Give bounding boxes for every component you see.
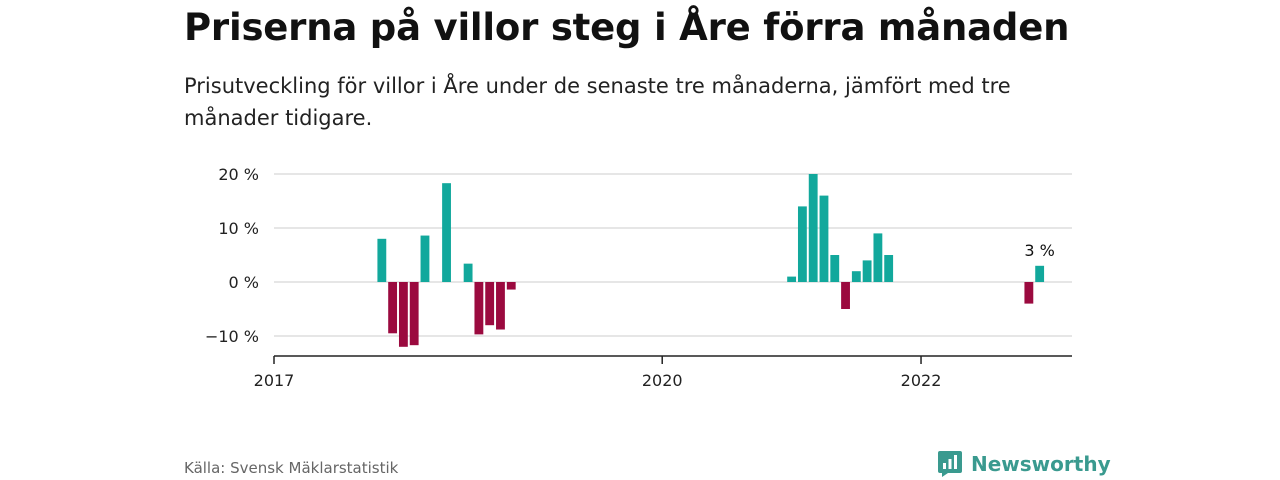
bar	[388, 282, 398, 334]
bar	[442, 183, 451, 282]
y-tick-label: 10 %	[218, 219, 259, 238]
bar	[830, 255, 840, 282]
y-tick-label: 0 %	[229, 273, 259, 292]
source-note: Källa: Svensk Mäklarstatistik	[184, 459, 399, 477]
bar	[506, 282, 516, 290]
page-title: Priserna på villor steg i Åre förra måna…	[184, 6, 1070, 49]
bar	[808, 174, 818, 282]
bars	[377, 174, 1045, 347]
brand-logo[interactable]: Newsworthy	[937, 450, 1111, 478]
bar	[485, 282, 495, 326]
y-tick-label: −10 %	[205, 327, 259, 346]
bar	[463, 263, 473, 282]
bar	[409, 282, 419, 346]
bar-chart-speech-bubble-icon	[938, 451, 962, 477]
bar	[496, 282, 505, 330]
annotations: 3 %	[1024, 241, 1054, 260]
price-change-bar-chart: 20 % 10 % 0 % −10 % 2017 2020 2022 3 %	[205, 165, 1072, 390]
bar	[398, 282, 408, 347]
y-axis-tick-labels: 20 % 10 % 0 % −10 %	[205, 165, 259, 346]
bar	[474, 282, 484, 335]
bar	[884, 255, 894, 282]
bar	[851, 271, 861, 282]
x-tick-label: 2017	[254, 371, 295, 390]
value-annotation: 3 %	[1024, 241, 1054, 260]
brand-name: Newsworthy	[971, 452, 1111, 476]
bar	[1024, 282, 1034, 304]
bar	[377, 238, 387, 282]
bar	[819, 195, 829, 282]
y-tick-label: 20 %	[218, 165, 259, 184]
bar	[787, 276, 797, 282]
x-tick-label: 2022	[901, 371, 942, 390]
bar	[873, 233, 883, 282]
page-subtitle: Prisutveckling för villor i Åre under de…	[184, 74, 1011, 130]
x-tick-label: 2020	[642, 371, 683, 390]
x-axis: 2017 2020 2022	[254, 355, 1072, 390]
bar	[797, 206, 807, 282]
bar	[420, 235, 430, 282]
bar	[841, 282, 850, 309]
bar	[1035, 265, 1045, 282]
bar	[862, 260, 872, 282]
